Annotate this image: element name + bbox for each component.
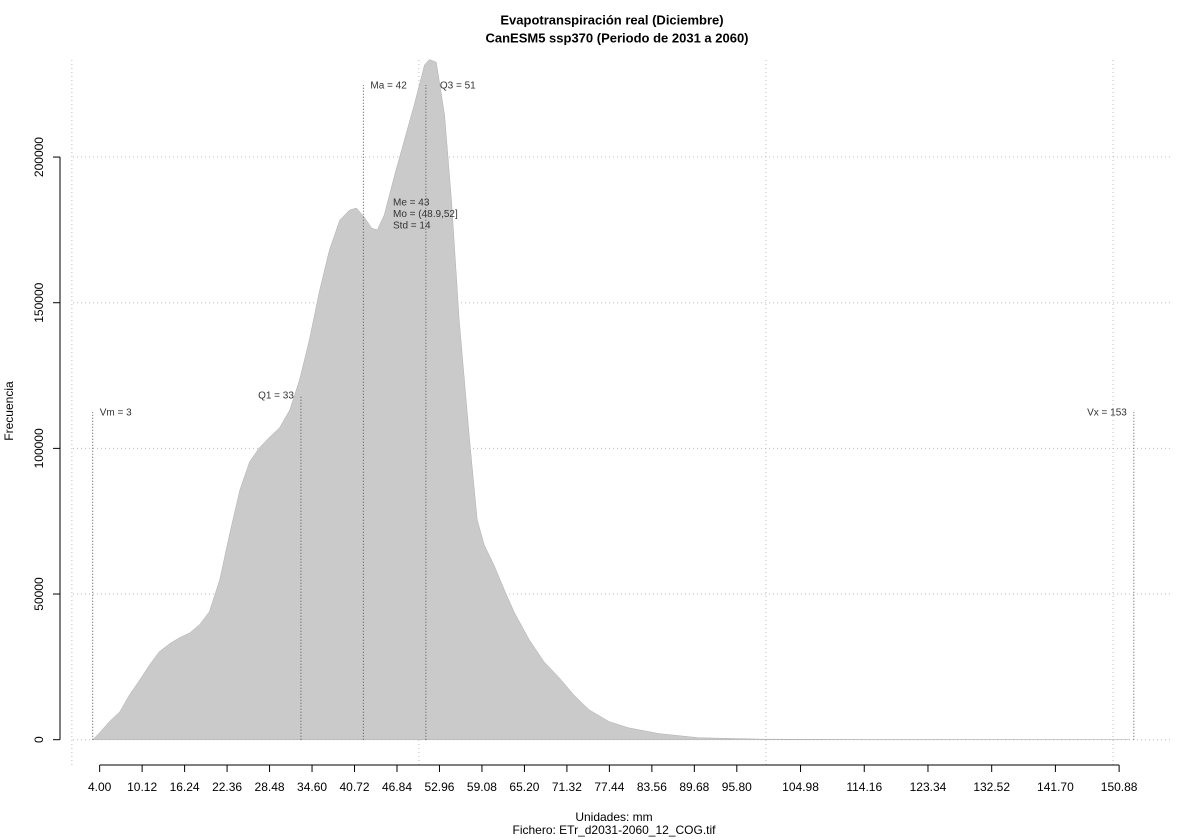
y-axis-label: Frecuencia [2,381,16,441]
x-tick-label: 46.84 [382,780,412,794]
stat-label: Me = 43 [393,198,430,209]
stat-label: Mo = (48.9,52] [393,209,458,220]
x-tick-label: 150.88 [1101,780,1138,794]
x-tick-label: 77.44 [594,780,624,794]
x-tick-label: 114.16 [846,780,882,794]
x-tick-label: 52.96 [424,780,454,794]
annotation-label: Q1 = 33 [258,391,294,402]
x-tick-label: 16.24 [170,780,200,794]
annotation-label: Ma = 42 [370,81,407,92]
x-tick-label: 10.12 [127,780,157,794]
caption: Fichero: ETr_d2031-2060_12_COG.tif [513,823,717,837]
x-tick-label: 34.60 [297,780,327,794]
x-axis-label: Unidades: mm [575,810,652,824]
y-tick-label: 100000 [32,428,46,468]
x-tick-label: 22.36 [212,780,242,794]
x-tick-label: 40.72 [339,780,369,794]
x-tick-label: 132.52 [973,780,1010,794]
stat-label: Std = 14 [393,221,431,232]
x-tick-label: 71.32 [552,780,582,794]
x-tick-label: 89.68 [679,780,709,794]
chart-title: Evapotranspiración real (Diciembre) [500,12,723,27]
x-tick-label: 4.00 [88,780,112,794]
x-tick-label: 104.98 [782,780,819,794]
x-tick-label: 83.56 [637,780,667,794]
density-area [92,59,1130,741]
annotation-label: Vx = 153 [1087,408,1127,419]
x-tick-label: 65.20 [509,780,539,794]
chart-subtitle: CanESM5 ssp370 (Periodo de 2031 a 2060) [485,30,748,45]
y-tick-label: 50000 [32,577,46,611]
x-tick-label: 123.34 [910,780,947,794]
y-tick-label: 0 [32,736,46,743]
x-tick-label: 95.80 [722,780,752,794]
annotation-label: Vm = 3 [100,408,132,419]
y-tick-label: 200000 [32,137,46,177]
y-tick-label: 150000 [32,282,46,322]
x-tick-label: 59.08 [467,780,497,794]
annotation-label: Q3 = 51 [440,81,476,92]
x-tick-label: 28.48 [255,780,285,794]
x-tick-label: 141.70 [1037,780,1074,794]
